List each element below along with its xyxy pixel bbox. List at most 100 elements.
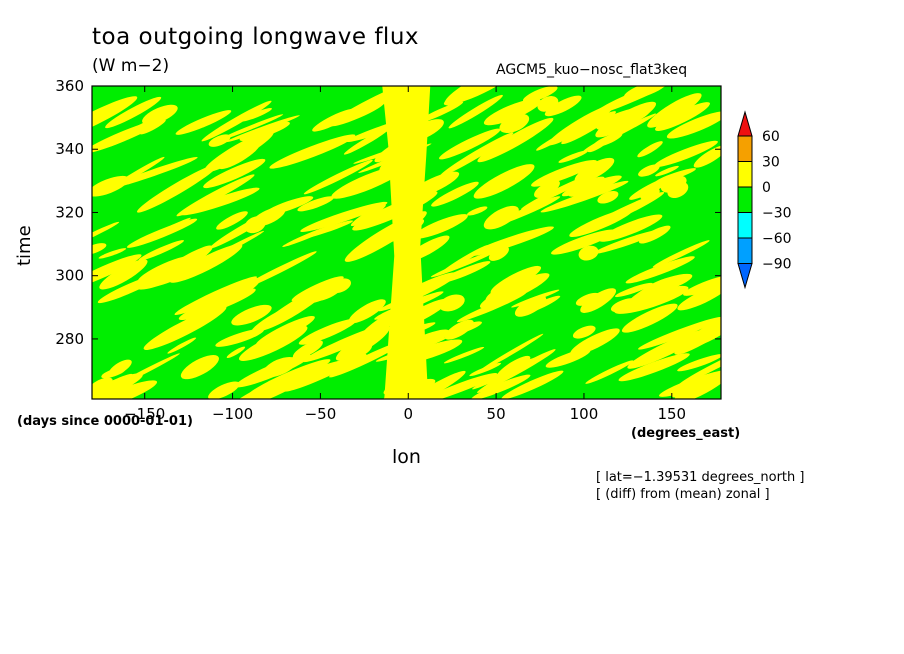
- colorbar-segment: [737, 186, 753, 213]
- colorbar-label: 60: [762, 129, 780, 145]
- field-streak: [483, 205, 519, 230]
- field-streak: [501, 370, 564, 399]
- field-streak: [592, 86, 676, 115]
- field-streak: [677, 354, 721, 372]
- field-streak: [678, 347, 721, 386]
- field-streak: [92, 380, 158, 399]
- x-tick-label: 100: [570, 405, 599, 423]
- field-streak: [216, 211, 248, 230]
- field-streak: [444, 86, 500, 106]
- field-streak: [203, 158, 266, 189]
- field-streak: [421, 373, 498, 399]
- field-streak: [344, 340, 373, 358]
- field-streak: [235, 354, 311, 388]
- field-streak: [217, 114, 284, 141]
- field-streak: [638, 164, 660, 177]
- field-streak: [230, 369, 315, 399]
- colorbar-segment: [737, 110, 753, 137]
- field-streak: [92, 373, 143, 399]
- x-tick-label: −50: [305, 405, 337, 423]
- colorbar-label: −90: [762, 257, 792, 273]
- colorbar-label: 30: [762, 155, 780, 171]
- field-streak: [292, 340, 323, 359]
- field-streak: [263, 196, 314, 216]
- y-tick-label: 340: [55, 140, 84, 158]
- field-streak: [238, 325, 308, 361]
- field-streak: [666, 111, 721, 139]
- field-streak: [547, 104, 615, 146]
- field-streak: [583, 113, 657, 152]
- field-streak: [443, 346, 485, 364]
- field-streak: [348, 299, 386, 324]
- field-streak: [551, 229, 616, 255]
- field-streak: [496, 355, 531, 379]
- field-streak: [201, 100, 272, 142]
- field-streak: [269, 134, 356, 169]
- field-streak: [544, 95, 582, 117]
- field-streak: [614, 282, 653, 298]
- field-streak: [448, 94, 503, 129]
- field-streak: [208, 381, 240, 399]
- field-streak: [239, 121, 290, 141]
- y-tick-label: 360: [55, 77, 84, 95]
- field-streak: [693, 145, 721, 168]
- field-streak: [595, 101, 657, 138]
- colorbar-label: 0: [762, 180, 771, 196]
- field-streak: [329, 101, 385, 127]
- field-streak: [655, 165, 679, 177]
- y-tick-label: 300: [55, 267, 84, 285]
- field-streak: [558, 150, 589, 163]
- field-streak: [561, 111, 616, 145]
- field-streak: [298, 318, 357, 345]
- field-streak: [653, 140, 718, 168]
- field-streak: [138, 240, 185, 261]
- field-streak: [413, 214, 468, 239]
- field-streak: [578, 245, 599, 261]
- field-streak: [647, 93, 702, 128]
- field-streak: [431, 181, 479, 207]
- field-streak: [627, 329, 706, 369]
- chart-units: (W m−2): [92, 56, 170, 76]
- field-streak: [136, 164, 219, 213]
- field-streak: [437, 261, 491, 284]
- note-diff: [ (diff) from (mean) zonal ]: [596, 487, 770, 502]
- field-streak: [92, 96, 138, 140]
- field-streak: [597, 190, 619, 204]
- field-streak: [343, 127, 391, 155]
- field-streak: [297, 220, 354, 240]
- field-streak: [328, 278, 352, 294]
- field-streak: [614, 285, 689, 314]
- field-streak: [537, 168, 606, 203]
- chart-title: toa outgoing longwave flux: [92, 24, 420, 50]
- field-streak: [469, 226, 554, 257]
- field-streak: [585, 360, 634, 384]
- field-streak: [444, 321, 482, 337]
- field-streak: [599, 214, 663, 242]
- field-streak: [511, 289, 560, 308]
- field-streak: [638, 316, 721, 350]
- field-streak: [175, 110, 232, 135]
- field-streak: [522, 86, 558, 103]
- field-streak: [244, 216, 266, 234]
- field-streak: [477, 333, 544, 373]
- field-streak: [514, 295, 547, 317]
- field-streak: [683, 274, 721, 296]
- field-streak: [658, 369, 721, 397]
- field-streak: [92, 221, 120, 248]
- field-streak: [483, 98, 542, 126]
- plot-frame: [91, 85, 722, 400]
- field-streak: [92, 243, 107, 255]
- field-streak: [331, 165, 406, 199]
- field-streak: [629, 174, 679, 200]
- field-streak: [297, 196, 334, 212]
- field-streak: [471, 374, 531, 399]
- field-streak: [439, 294, 465, 312]
- field-streak: [181, 187, 260, 216]
- field-streak: [677, 283, 721, 311]
- field-streak: [618, 353, 690, 382]
- y-axis-units: (days since 0000-01-01): [17, 414, 193, 429]
- field-streak: [226, 346, 246, 359]
- colorbar-segment: [737, 135, 753, 162]
- field-streak: [109, 157, 198, 189]
- colorbar-segment: [737, 263, 753, 290]
